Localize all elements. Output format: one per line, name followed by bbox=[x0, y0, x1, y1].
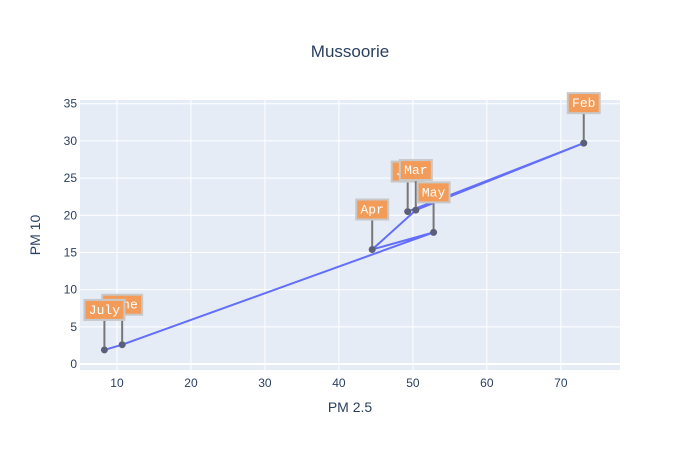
y-tick-label: 25 bbox=[64, 171, 78, 185]
y-tick-label: 20 bbox=[64, 208, 78, 222]
y-tick-label: 30 bbox=[64, 134, 78, 148]
annotation-box bbox=[566, 92, 601, 115]
x-tick-label: 10 bbox=[110, 376, 124, 390]
data-point bbox=[100, 346, 108, 354]
data-point bbox=[412, 206, 420, 214]
annotation-label: Apr bbox=[360, 203, 383, 218]
plot-area bbox=[80, 100, 620, 370]
marker-layer bbox=[100, 139, 588, 354]
annotation-box bbox=[416, 181, 451, 204]
y-axis-title: PM 10 bbox=[27, 215, 43, 256]
annotation-label: July bbox=[89, 303, 120, 318]
y-tick-label: 0 bbox=[70, 357, 77, 371]
annotation-box bbox=[398, 159, 433, 182]
x-tick-label: 30 bbox=[258, 376, 272, 390]
data-point bbox=[580, 139, 588, 147]
x-tick-label: 70 bbox=[554, 376, 568, 390]
annotation-box bbox=[355, 198, 390, 221]
annotation-label: Feb bbox=[572, 96, 595, 111]
x-tick-label: 20 bbox=[184, 376, 198, 390]
data-point bbox=[118, 341, 126, 349]
annotation-label: Mar bbox=[404, 163, 427, 178]
y-tick-label: 15 bbox=[64, 245, 78, 259]
y-tick-label: 5 bbox=[70, 320, 77, 334]
chart-title: Mussoorie bbox=[311, 42, 389, 61]
annotation-box bbox=[83, 298, 126, 321]
x-tick-label: 50 bbox=[406, 376, 420, 390]
data-point bbox=[368, 246, 376, 254]
y-tick-label: 35 bbox=[64, 97, 78, 111]
data-point bbox=[430, 228, 438, 236]
annotation-layer: JanFebMarAprMayJuneJuly bbox=[83, 92, 601, 347]
x-tick-label: 40 bbox=[332, 376, 346, 390]
y-tick-label: 10 bbox=[64, 283, 78, 297]
data-point bbox=[404, 208, 412, 216]
tick-layer: 10 20 30 40 50 60 70 0 5 10 15 20 25 30 35 bbox=[64, 97, 568, 390]
x-tick-label: 60 bbox=[480, 376, 494, 390]
x-axis-title: PM 2.5 bbox=[328, 399, 373, 415]
annotation-label: May bbox=[422, 185, 446, 200]
